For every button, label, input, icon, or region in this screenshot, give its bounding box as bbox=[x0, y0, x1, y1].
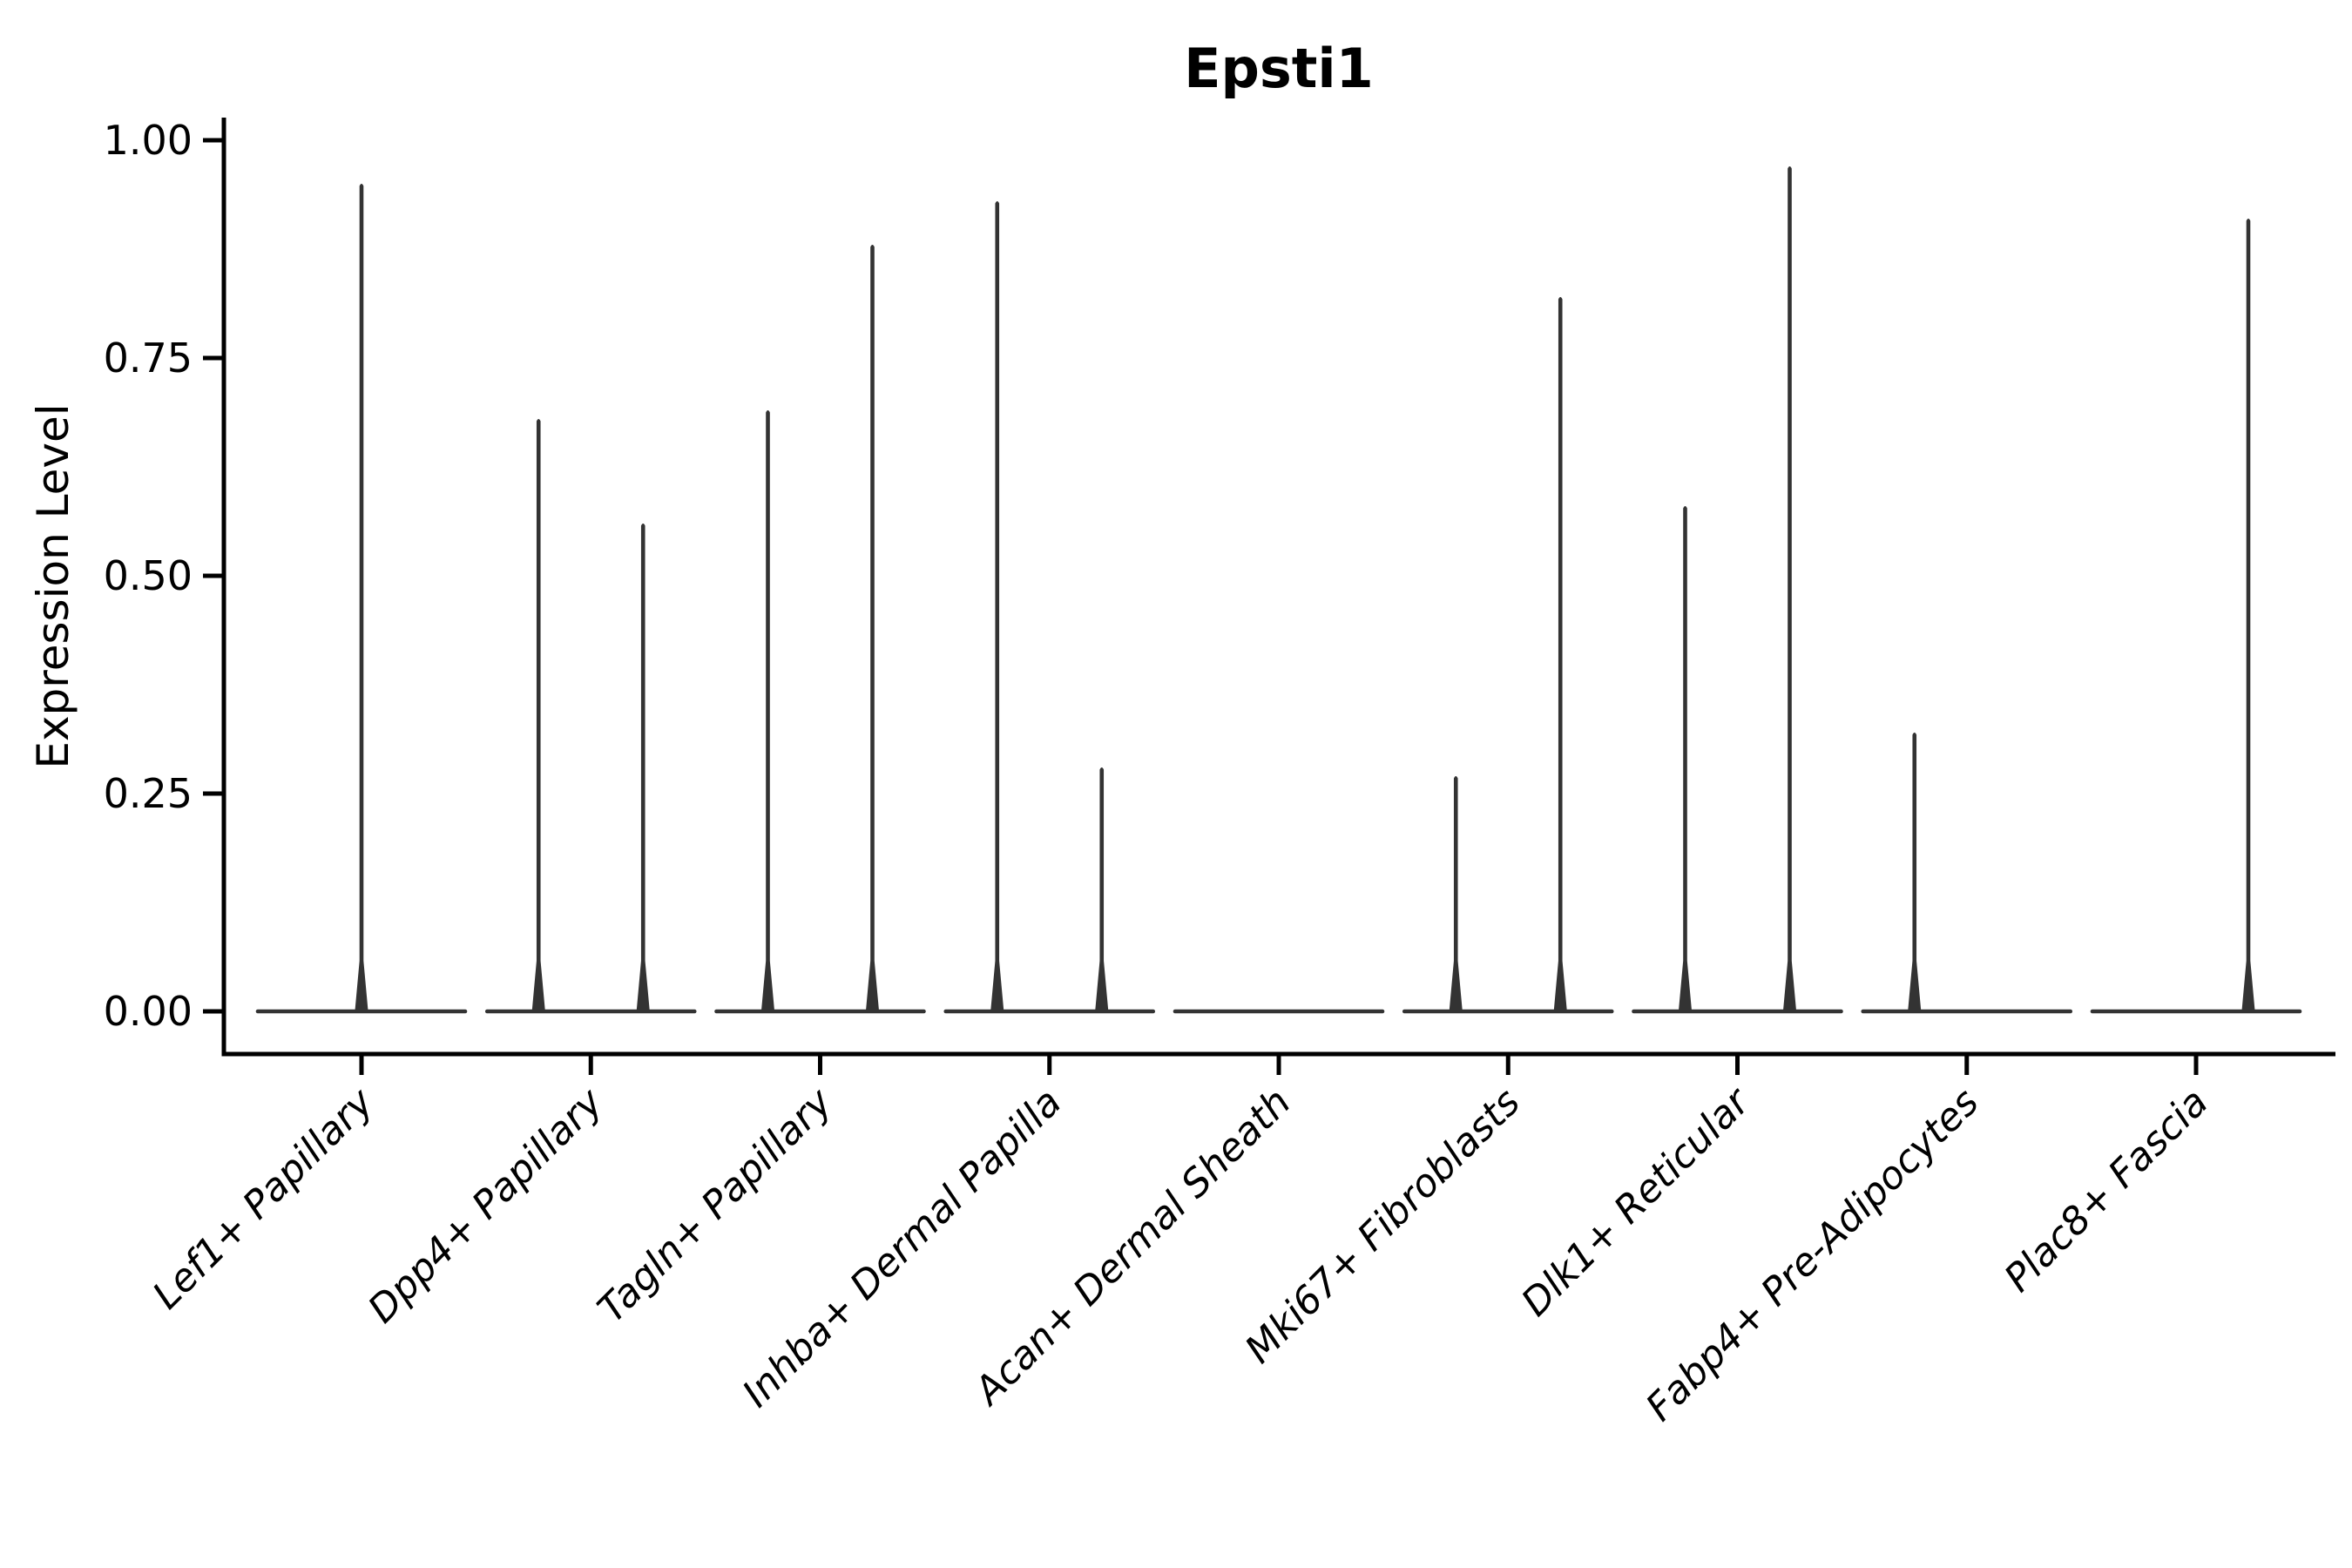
x-tick-label: Dlk1+ Reticular bbox=[1513, 1078, 1760, 1325]
violin-spike bbox=[531, 419, 545, 1010]
y-tick-label: 0.50 bbox=[104, 552, 193, 599]
x-tick-label: Plac8+ Fascia bbox=[1996, 1080, 2216, 1301]
violin-spike bbox=[1095, 767, 1109, 1010]
x-tick-label: Tagln+ Papillary bbox=[590, 1079, 841, 1331]
violin-spike bbox=[1679, 506, 1692, 1010]
violin-spike bbox=[1449, 776, 1463, 1010]
violin bbox=[1402, 297, 1614, 1014]
violin-spike bbox=[1783, 166, 1796, 1010]
y-axis-title: Expression Level bbox=[28, 403, 78, 768]
violin bbox=[1861, 733, 2073, 1014]
y-tick-label: 1.00 bbox=[104, 117, 193, 164]
violin-spike bbox=[2241, 219, 2255, 1010]
violin-spike bbox=[1553, 297, 1567, 1010]
y-tick-label: 0.25 bbox=[104, 770, 193, 817]
violin-spike bbox=[355, 184, 368, 1010]
y-axis-ticks: 0.00 0.25 0.50 0.75 1.00 bbox=[104, 117, 224, 1035]
x-tick-label: Dpp4+ Papillary bbox=[360, 1079, 612, 1332]
plot-title: Epsti1 bbox=[1184, 37, 1374, 100]
violin bbox=[714, 245, 926, 1014]
violin bbox=[484, 419, 697, 1014]
violin-spike bbox=[990, 201, 1004, 1010]
violin bbox=[1632, 166, 1843, 1014]
violin bbox=[943, 201, 1156, 1014]
y-tick-label: 0.75 bbox=[104, 335, 193, 382]
violin-spike bbox=[761, 410, 774, 1010]
violins bbox=[255, 166, 2302, 1014]
violin bbox=[255, 184, 468, 1014]
violin bbox=[2090, 219, 2302, 1014]
x-tick-label: Lef1+ Papillary bbox=[145, 1079, 383, 1318]
y-tick-label: 0.00 bbox=[104, 988, 193, 1035]
violin-spike bbox=[636, 524, 650, 1010]
violin-spike bbox=[1908, 733, 1922, 1010]
violin-spike bbox=[866, 245, 879, 1010]
